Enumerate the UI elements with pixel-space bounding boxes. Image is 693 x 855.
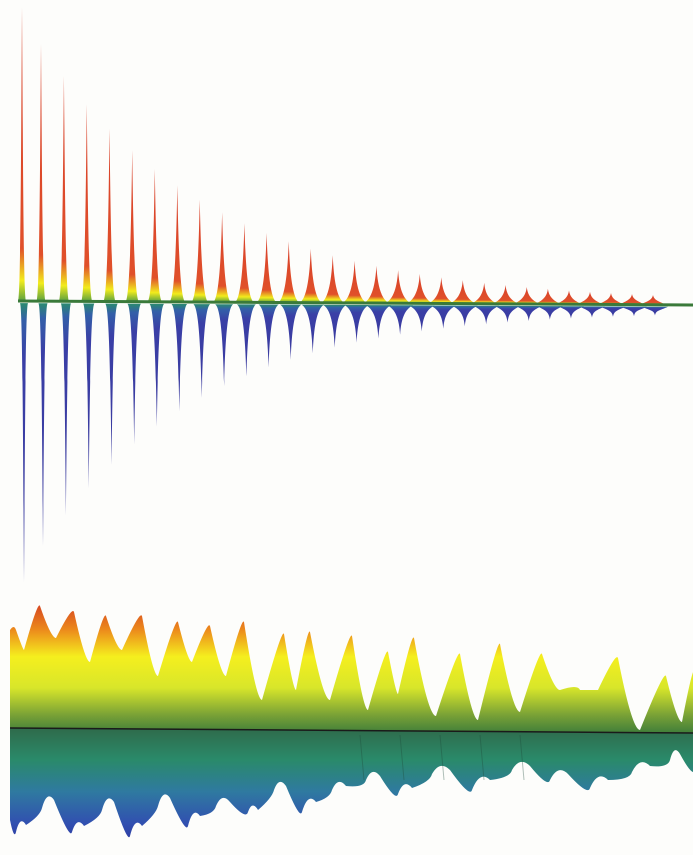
positive-pulse [147, 168, 163, 302]
oscillating-band [10, 605, 693, 838]
upper-band [10, 605, 693, 733]
negative-pulse [515, 306, 542, 322]
negative-pulse [323, 304, 347, 348]
negative-pulse [642, 306, 668, 316]
band-shading-line [479, 734, 485, 781]
negative-pulse [193, 304, 211, 398]
positive-pulse [125, 150, 139, 302]
positive-pulse [492, 285, 519, 304]
positive-pulse [18, 7, 26, 302]
positive-pulse [81, 104, 93, 302]
positive-pulse [321, 255, 345, 303]
negative-pulse [38, 303, 48, 547]
positive-pulse [619, 294, 645, 305]
negative-pulse [408, 305, 435, 332]
positive-pulse [36, 43, 46, 302]
negative-pulse [494, 305, 521, 323]
positive-pulse [385, 270, 412, 304]
negative-pulse [105, 303, 118, 465]
negative-pulse [60, 303, 72, 516]
negative-pulse [127, 303, 141, 445]
positive-pulse [58, 75, 70, 302]
positive-pulse [234, 223, 254, 303]
negative-pulse [579, 306, 605, 318]
negative-pulse [171, 304, 188, 412]
negative-pulse [536, 306, 563, 320]
positive-pulse [169, 185, 186, 303]
positive-pulse [428, 277, 455, 304]
band-shading-line [399, 734, 405, 781]
negative-pulse [215, 304, 234, 387]
positive-pulse [299, 248, 322, 303]
positive-pulse [513, 287, 540, 305]
positive-pulse [213, 212, 232, 303]
negative-pulse [387, 305, 414, 335]
bottom-baseline [9, 727, 693, 734]
positive-pulse [256, 232, 277, 303]
negative-pulse [365, 305, 392, 339]
positive-pulse [598, 292, 624, 305]
positive-pulse [471, 282, 498, 304]
negative-pulse [558, 306, 584, 319]
band-shading-line [519, 734, 525, 781]
negative-pulse [280, 304, 302, 360]
positive-pulse [640, 294, 666, 305]
negative-pulse [600, 306, 626, 317]
negative-pulse [451, 305, 478, 327]
negative-pulse [149, 303, 165, 427]
negative-pulse [621, 306, 647, 317]
band-shading-line [439, 734, 445, 781]
positive-pulse [577, 291, 603, 305]
top-baseline [17, 299, 693, 307]
negative-pulse [301, 304, 324, 354]
band-shading-line [359, 734, 365, 781]
negative-pulse [258, 304, 279, 368]
positive-pulse [191, 199, 209, 303]
decaying-pulse-train [18, 7, 668, 583]
positive-pulse [534, 288, 561, 305]
positive-pulse [449, 280, 476, 304]
negative-pulse [430, 305, 457, 329]
negative-pulse [344, 305, 369, 343]
negative-pulse [83, 303, 95, 489]
positive-pulse [103, 128, 116, 302]
positive-pulse [278, 241, 300, 303]
lower-band [10, 728, 693, 838]
positive-pulse [342, 260, 367, 304]
positive-pulse [406, 273, 433, 304]
negative-pulse [20, 303, 28, 583]
positive-pulse [556, 290, 582, 305]
positive-pulse [363, 265, 390, 304]
negative-pulse [236, 304, 256, 377]
negative-pulse [473, 305, 500, 325]
